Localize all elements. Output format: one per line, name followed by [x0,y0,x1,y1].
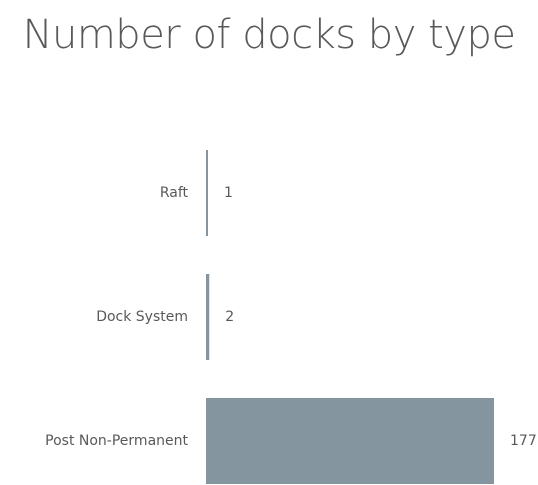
data-label-raft: 1 [224,185,233,201]
data-label-post-non-permanent: 177 [510,433,537,449]
bar-dock-system [206,274,210,360]
bar-post-non-permanent [206,398,494,484]
bar-raft [206,150,208,236]
chart-title: Number of docks by type [22,12,516,58]
category-label-raft: Raft [160,185,189,201]
category-label-dock-system: Dock System [96,309,188,325]
data-label-dock-system: 2 [225,309,234,325]
category-label-post-non-permanent: Post Non-Permanent [45,433,188,449]
